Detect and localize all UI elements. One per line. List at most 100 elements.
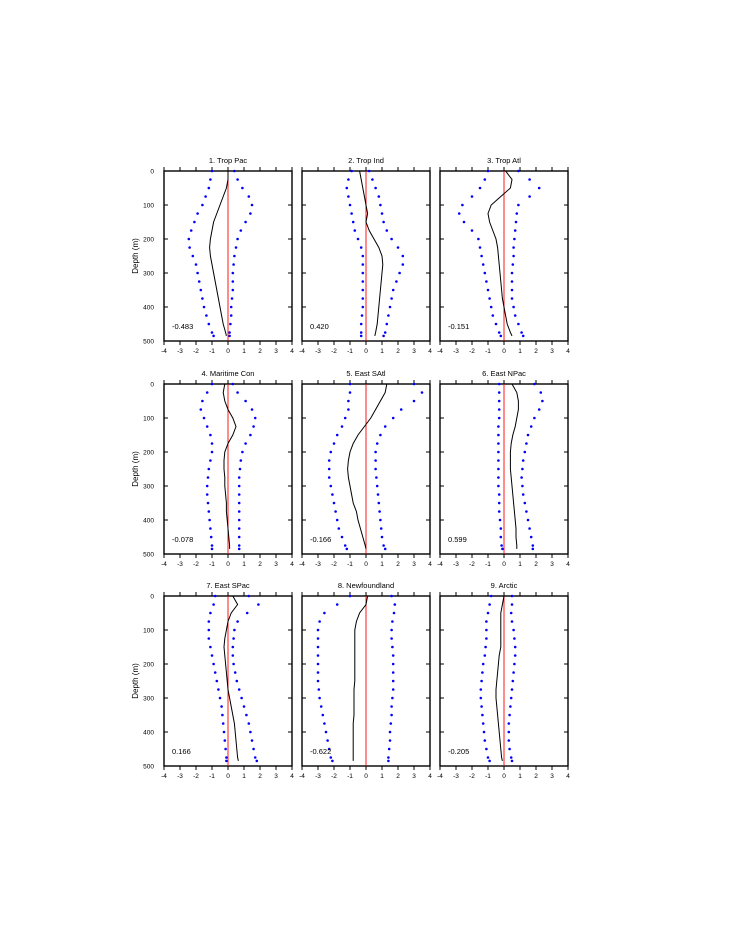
upper-bound-point [237,518,241,522]
lower-bound-point [205,484,209,488]
upper-bound-point [390,237,393,241]
lower-bound-point [225,759,228,763]
upper-bound-point [249,212,252,215]
lower-bound-point [481,263,485,266]
upper-bound-point [517,322,520,326]
lower-bound-point [481,713,484,717]
upper-bound-point [247,722,251,725]
x-tick-label: -4 [161,773,167,780]
lower-bound-point [497,484,500,488]
y-tick-label: 100 [143,628,154,635]
upper-bound-point [367,169,371,173]
lower-bound-point [212,603,215,606]
upper-bound-point [508,713,511,717]
upper-bound-point [244,220,247,224]
upper-bound-point [528,527,531,530]
upper-bound-point [537,408,541,411]
upper-bound-point [237,688,241,691]
upper-bound-point [236,237,239,241]
lower-bound-point [319,705,323,708]
upper-bound-point [374,186,377,190]
upper-bound-point [238,467,242,471]
lower-bound-point [497,459,500,462]
upper-bound-point [510,297,514,300]
x-tick-label: -2 [331,561,337,568]
upper-bound-point [510,603,514,606]
lower-bound-point [329,484,333,488]
lower-bound-point [327,459,331,462]
x-tick-label: 0 [502,348,506,355]
lower-bound-point [316,671,320,674]
upper-bound-point [537,186,541,190]
lower-bound-point [316,628,320,632]
upper-bound-point [509,705,512,708]
x-tick-label: 2 [396,348,400,355]
lower-bound-point [204,195,207,198]
panel-title: 6. East NPac [482,369,526,378]
lower-bound-point [497,391,501,394]
lower-bound-point [489,305,493,309]
lower-bound-point [481,671,484,674]
x-tick-label: -1 [347,773,353,780]
lower-bound-point [353,229,357,232]
upper-bound-point [507,722,511,725]
upper-bound-point [391,416,395,420]
x-tick-label: 2 [258,561,262,568]
mean-profile-line [222,383,237,549]
lower-bound-point [462,220,466,224]
lower-bound-point [207,628,211,632]
panel-title: 2. Trop Ind [348,156,384,165]
upper-bound-point [237,544,241,547]
upper-bound-point [383,331,387,334]
x-tick-label: -4 [299,348,305,355]
lower-bound-point [470,195,474,198]
x-tick-label: -1 [347,561,353,568]
y-axis-label: Depth (m) [131,238,140,274]
upper-bound-point [379,527,383,530]
mean-profile-line [495,595,505,762]
upper-bound-point [526,518,530,522]
x-tick-label: 1 [518,348,522,355]
lower-bound-point [199,288,203,292]
lower-bound-point [205,391,209,394]
lower-bound-point [207,186,211,190]
upper-bound-point [521,334,525,338]
y-tick-label: 300 [143,271,154,278]
upper-bound-point [249,730,252,734]
upper-bound-point [237,510,241,513]
lower-bound-point [340,535,344,539]
upper-bound-point [521,459,525,462]
lower-bound-point [205,425,209,428]
lower-bound-point [497,416,501,420]
lower-bound-point [323,722,326,725]
upper-bound-point [239,459,243,462]
lower-bound-point [481,662,485,666]
x-tick-label: 0 [502,561,506,568]
x-tick-label: 0 [364,773,368,780]
upper-bound-point [533,382,536,386]
upper-bound-point [250,739,254,742]
upper-bound-point [389,722,393,725]
lower-bound-point [323,611,326,615]
lower-bound-point [470,229,474,232]
x-tick-label: 4 [566,773,570,780]
x-tick-label: -4 [161,348,167,355]
lower-bound-point [361,280,365,283]
upper-bound-point [237,476,241,479]
lower-bound-point [351,220,355,224]
lower-bound-point [497,425,500,428]
upper-bound-point [393,603,397,606]
upper-bound-point [513,237,516,241]
upper-bound-point [390,297,393,300]
upper-bound-point [387,759,390,763]
lower-bound-point [461,203,464,207]
upper-bound-point [378,510,381,513]
lower-bound-point [361,254,365,258]
lower-bound-point [210,544,214,547]
lower-bound-point [347,178,350,181]
upper-bound-point [511,679,515,683]
upper-bound-point [374,467,377,471]
x-tick-label: -1 [485,561,491,568]
x-tick-label: -3 [453,561,459,568]
panel-value-label: -0.205 [448,747,469,756]
